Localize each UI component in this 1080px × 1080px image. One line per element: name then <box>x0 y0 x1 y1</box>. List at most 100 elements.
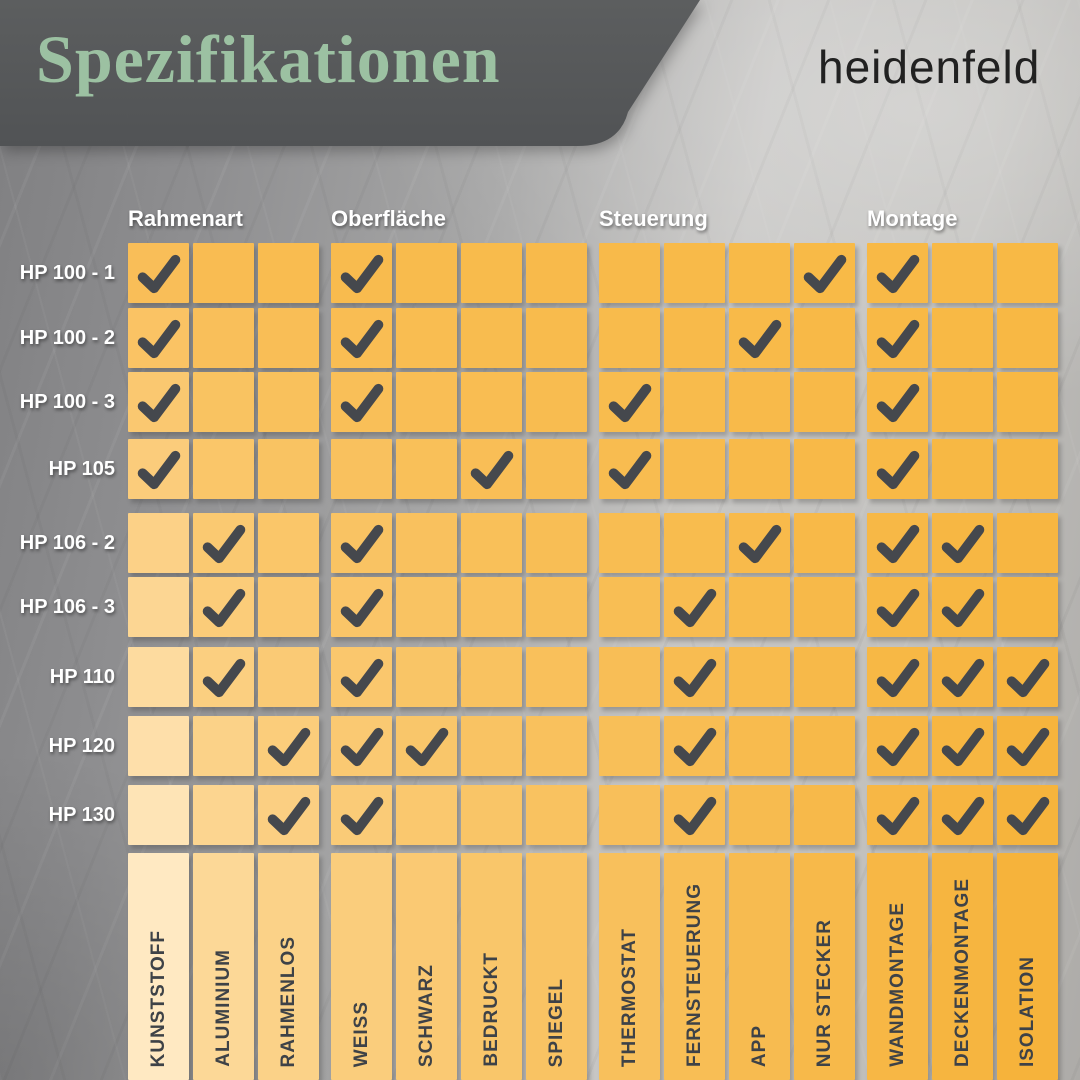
column-label-strip: BEDRUCKT <box>461 853 522 1080</box>
feature-cell-empty <box>794 439 855 499</box>
row-label: HP 106 - 2 <box>19 531 115 554</box>
row-label: HP 100 - 3 <box>19 390 115 413</box>
feature-cell-checked <box>664 577 725 637</box>
feature-cell-checked <box>867 577 928 637</box>
column-label-strip: ISOLATION <box>997 853 1058 1080</box>
feature-cell-empty <box>258 372 319 432</box>
check-icon <box>202 588 245 628</box>
row-label: HP 105 <box>48 457 115 480</box>
check-icon <box>941 796 984 836</box>
feature-cell-empty <box>128 716 189 776</box>
feature-cell-empty <box>331 439 392 499</box>
column-label-row: KUNSTSTOFF ALUMINIUM RAHMENLOS WEISS SCHWARZ… <box>0 853 1080 1080</box>
feature-cell-empty <box>794 308 855 368</box>
feature-cell-checked <box>193 647 254 707</box>
column-label: BEDRUCKT <box>480 952 502 1067</box>
feature-cell-checked <box>461 439 522 499</box>
feature-cell-empty <box>461 308 522 368</box>
column-label: DECKENMONTAGE <box>951 878 973 1067</box>
column-label: APP <box>748 1024 770 1067</box>
feature-cell-checked <box>867 647 928 707</box>
feature-cell-empty <box>932 439 993 499</box>
feature-cell-checked <box>932 785 993 845</box>
check-icon <box>340 383 383 423</box>
feature-cell-empty <box>258 647 319 707</box>
feature-cell-empty <box>128 647 189 707</box>
feature-cell-empty <box>396 243 457 303</box>
feature-cell-empty <box>794 647 855 707</box>
feature-cell-empty <box>729 372 790 432</box>
feature-cell-empty <box>729 439 790 499</box>
feature-cell-checked <box>128 243 189 303</box>
feature-cell-checked <box>997 785 1058 845</box>
check-icon <box>941 588 984 628</box>
feature-cell-empty <box>193 785 254 845</box>
column-label-strip: SPIEGEL <box>526 853 587 1080</box>
table-row: HP 120 <box>0 716 1080 776</box>
row-label: HP 100 - 1 <box>19 261 115 284</box>
feature-cell-empty <box>664 513 725 573</box>
column-label: SPIEGEL <box>545 977 567 1067</box>
feature-cell-checked <box>396 716 457 776</box>
feature-cell-empty <box>599 785 660 845</box>
feature-cell-empty <box>258 308 319 368</box>
feature-cell-checked <box>331 647 392 707</box>
feature-cell-empty <box>729 716 790 776</box>
check-icon <box>673 588 716 628</box>
feature-cell-empty <box>396 577 457 637</box>
feature-cell-empty <box>599 647 660 707</box>
column-label-strip: FERNSTEUERUNG <box>664 853 725 1080</box>
feature-cell-empty <box>729 647 790 707</box>
feature-cell-empty <box>664 439 725 499</box>
table-row: HP 130 <box>0 785 1080 845</box>
feature-cell-empty <box>461 372 522 432</box>
column-label: NUR STECKER <box>813 918 835 1067</box>
feature-cell-empty <box>526 308 587 368</box>
feature-cell-empty <box>258 243 319 303</box>
feature-cell-empty <box>396 439 457 499</box>
feature-cell-empty <box>526 439 587 499</box>
row-label: HP 130 <box>48 803 115 826</box>
feature-cell-checked <box>331 308 392 368</box>
feature-cell-empty <box>128 577 189 637</box>
feature-cell-checked <box>599 439 660 499</box>
feature-cell-empty <box>599 243 660 303</box>
check-icon <box>267 796 310 836</box>
column-label: RAHMENLOS <box>277 935 299 1067</box>
column-label-strip: DECKENMONTAGE <box>932 853 993 1080</box>
check-icon <box>876 796 919 836</box>
feature-cell-checked <box>128 439 189 499</box>
check-icon <box>405 727 448 767</box>
feature-cell-empty <box>599 577 660 637</box>
column-group-headers: Rahmenart Oberfläche Steuerung Montage <box>0 206 1080 238</box>
table-row: HP 110 <box>0 647 1080 707</box>
row-label: HP 120 <box>48 734 115 757</box>
column-label: FERNSTEUERUNG <box>683 882 705 1067</box>
check-icon <box>876 254 919 294</box>
feature-cell-empty <box>526 785 587 845</box>
check-icon <box>608 450 651 490</box>
check-icon <box>876 524 919 564</box>
check-icon <box>673 658 716 698</box>
feature-cell-checked <box>331 513 392 573</box>
column-label-strip: WANDMONTAGE <box>867 853 928 1080</box>
check-icon <box>738 319 781 359</box>
check-icon <box>340 727 383 767</box>
feature-cell-empty <box>932 243 993 303</box>
feature-cell-checked <box>599 372 660 432</box>
feature-cell-empty <box>664 308 725 368</box>
feature-cell-checked <box>193 577 254 637</box>
feature-cell-empty <box>997 577 1058 637</box>
table-row: HP 100 - 3 <box>0 372 1080 432</box>
column-label: WEISS <box>350 1000 372 1067</box>
check-icon <box>673 796 716 836</box>
column-label: KUNSTSTOFF <box>147 929 169 1067</box>
spec-matrix: HP 100 - 1 HP 100 - 2 HP 100 - 3 HP 105 HP 1… <box>0 243 1080 1080</box>
feature-cell-empty <box>396 513 457 573</box>
feature-cell-empty <box>997 243 1058 303</box>
feature-cell-empty <box>461 513 522 573</box>
feature-cell-empty <box>599 513 660 573</box>
column-group-label: Rahmenart <box>128 206 243 231</box>
feature-cell-empty <box>997 439 1058 499</box>
feature-cell-empty <box>396 308 457 368</box>
